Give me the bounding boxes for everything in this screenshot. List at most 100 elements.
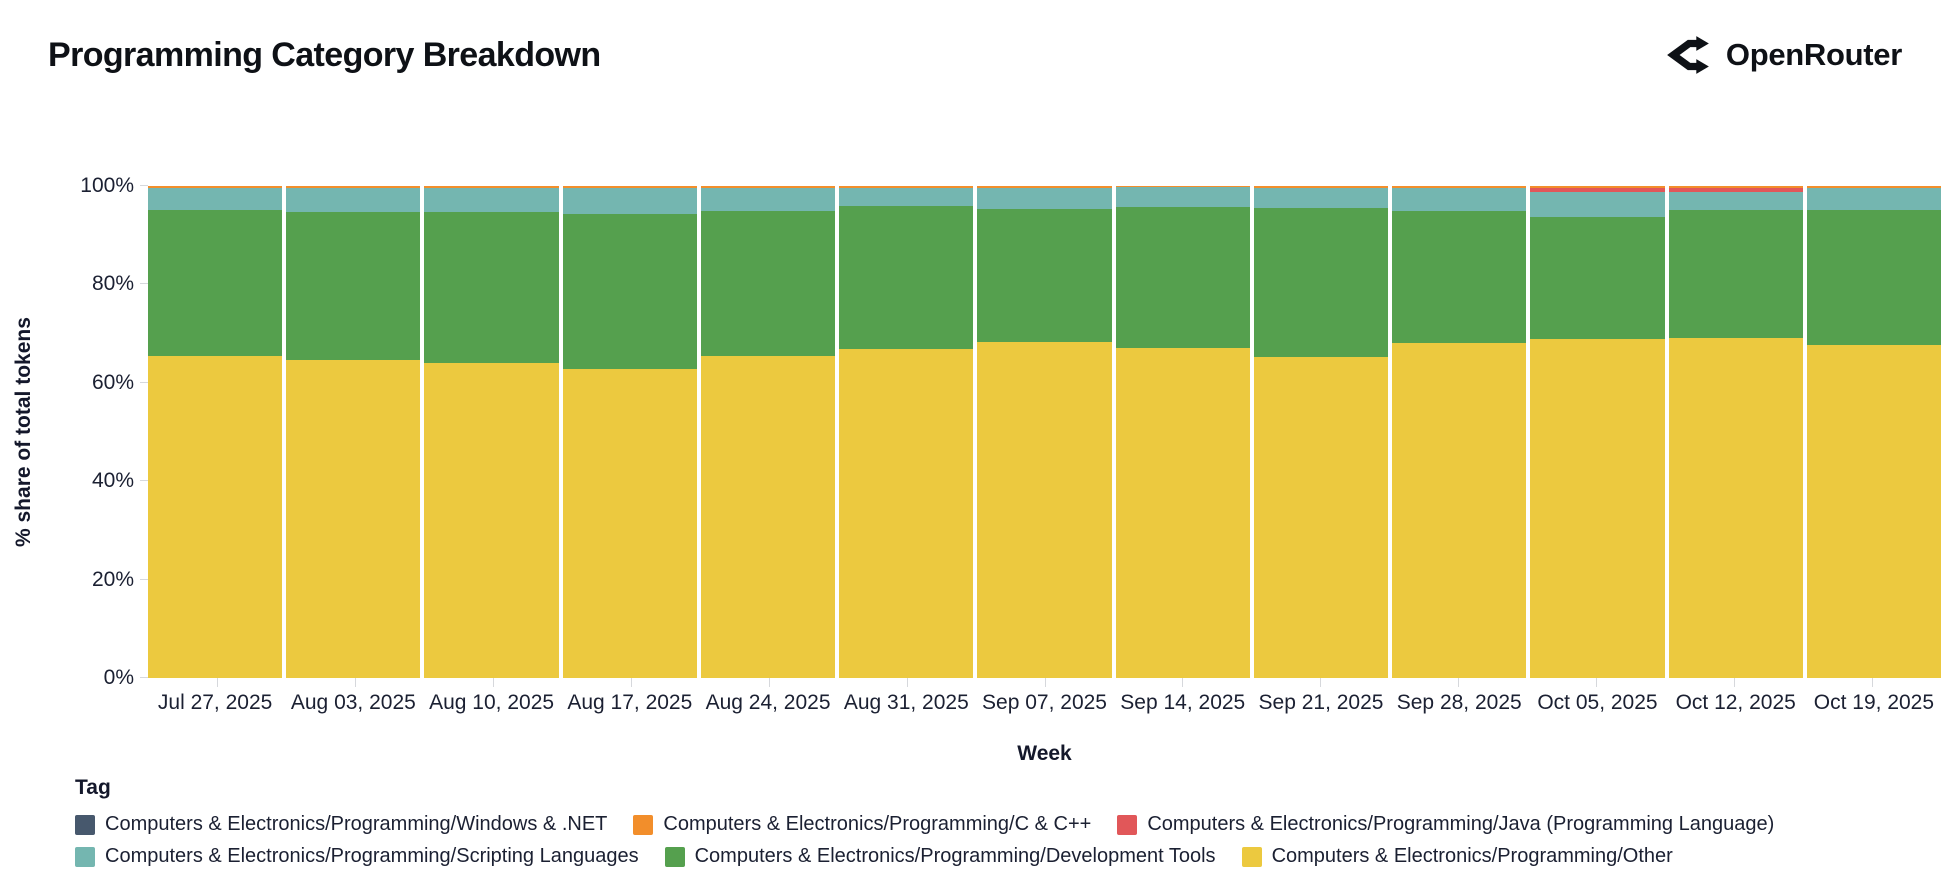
bar-segment-dev_tools[interactable] — [1530, 216, 1665, 340]
x-tick-mark — [354, 678, 356, 687]
bar-sep-14-2025[interactable] — [1115, 186, 1250, 678]
bar-segment-scripting[interactable] — [977, 187, 1112, 210]
x-tick-label-sep-14-2025: Sep 14, 2025 — [1120, 691, 1246, 714]
bar-segment-dev_tools[interactable] — [1253, 208, 1389, 358]
bar-segment-dev_tools[interactable] — [286, 211, 421, 361]
bar-segment-java[interactable] — [1530, 187, 1665, 193]
bar-segment-dev_tools[interactable] — [1668, 210, 1803, 338]
y-tick-label: 60% — [91, 370, 134, 394]
bar-segment-scripting[interactable] — [1806, 187, 1942, 210]
legend-rows: Computers & Electronics/Programming/Wind… — [75, 813, 1774, 868]
legend-title: Tag — [75, 776, 111, 799]
bar-segment-dev_tools[interactable] — [424, 212, 559, 364]
bar-jul-27-2025[interactable] — [148, 186, 283, 678]
legend-label-windows_net: Computers & Electronics/Programming/Wind… — [105, 813, 608, 835]
bar-segment-c_cpp[interactable] — [1530, 186, 1665, 188]
bar-aug-24-2025[interactable] — [700, 186, 836, 678]
bar-segment-other[interactable] — [977, 342, 1112, 678]
x-tick-label-sep-28-2025: Sep 28, 2025 — [1396, 691, 1522, 714]
bar-segment-other[interactable] — [700, 355, 836, 678]
bar-segment-scripting[interactable] — [1392, 188, 1527, 211]
x-tick-mark — [906, 678, 908, 687]
bar-segment-dev_tools[interactable] — [562, 214, 697, 370]
bar-sep-28-2025[interactable] — [1392, 186, 1527, 678]
bar-segment-c_cpp[interactable] — [1806, 186, 1942, 188]
bar-segment-scripting[interactable] — [1530, 192, 1665, 217]
x-tick-label-sep-21-2025: Sep 21, 2025 — [1258, 691, 1384, 714]
bar-segment-dev_tools[interactable] — [1392, 210, 1527, 344]
bar-segment-c_cpp[interactable] — [1392, 186, 1527, 188]
bar-aug-10-2025[interactable] — [424, 186, 559, 678]
bar-segment-dev_tools[interactable] — [1115, 207, 1250, 349]
bar-segment-dev_tools[interactable] — [1806, 209, 1942, 345]
bar-segment-other[interactable] — [286, 360, 421, 678]
legend-swatch-c_cpp — [633, 814, 654, 835]
bar-segment-c_cpp[interactable] — [424, 186, 559, 188]
bar-segment-other[interactable] — [1115, 348, 1250, 678]
bar-segment-c_cpp[interactable] — [286, 186, 421, 188]
bar-segment-scripting[interactable] — [1668, 192, 1803, 211]
y-tick-mark — [140, 578, 148, 580]
bar-oct-05-2025[interactable] — [1530, 186, 1665, 678]
legend-item-windows_net[interactable]: Computers & Electronics/Programming/Wind… — [75, 813, 607, 836]
bar-segment-java[interactable] — [1668, 187, 1803, 193]
openrouter-brand: OpenRouter — [1666, 34, 1902, 76]
x-axis-title: Week — [1017, 742, 1072, 765]
bar-segment-c_cpp[interactable] — [839, 186, 974, 188]
y-tick-label: 40% — [91, 469, 134, 493]
bar-segment-c_cpp[interactable] — [1668, 186, 1803, 188]
bar-segment-scripting[interactable] — [424, 188, 559, 213]
legend-swatch-other — [1241, 846, 1262, 867]
bar-sep-21-2025[interactable] — [1253, 186, 1389, 678]
bar-segment-dev_tools[interactable] — [700, 210, 836, 356]
bar-segment-c_cpp[interactable] — [148, 186, 283, 188]
bar-segment-c_cpp[interactable] — [977, 186, 1112, 188]
bar-sep-07-2025[interactable] — [977, 186, 1112, 678]
x-tick-label-oct-19-2025: Oct 19, 2025 — [1813, 691, 1935, 714]
bar-segment-scripting[interactable] — [562, 188, 697, 215]
bar-aug-03-2025[interactable] — [286, 186, 421, 678]
bar-segment-c_cpp[interactable] — [1253, 186, 1389, 188]
x-tick-mark — [1182, 678, 1184, 687]
legend-item-scripting[interactable]: Computers & Electronics/Programming/Scri… — [75, 845, 639, 868]
x-tick-mark — [768, 678, 770, 687]
bar-segment-scripting[interactable] — [1115, 187, 1250, 208]
bar-segment-other[interactable] — [424, 363, 559, 678]
bar-segment-c_cpp[interactable] — [700, 186, 836, 188]
bar-segment-other[interactable] — [1530, 339, 1665, 678]
bar-segment-other[interactable] — [562, 369, 697, 678]
bar-segment-dev_tools[interactable] — [148, 210, 283, 356]
openrouter-fork-icon — [1667, 36, 1709, 74]
bar-segment-dev_tools[interactable] — [839, 206, 974, 350]
bar-segment-c_cpp[interactable] — [562, 186, 697, 188]
bar-segment-c_cpp[interactable] — [1115, 186, 1250, 187]
bar-oct-19-2025[interactable] — [1806, 186, 1942, 678]
bar-segment-scripting[interactable] — [700, 187, 836, 211]
bar-aug-17-2025[interactable] — [562, 186, 697, 678]
bar-segment-other[interactable] — [839, 349, 974, 678]
legend-item-other[interactable]: Computers & Electronics/Programming/Othe… — [1241, 845, 1673, 868]
y-tick-mark — [140, 283, 148, 285]
bar-oct-12-2025[interactable] — [1668, 186, 1803, 678]
bar-segment-other[interactable] — [1668, 337, 1803, 678]
legend-item-c_cpp[interactable]: Computers & Electronics/Programming/C & … — [633, 813, 1091, 836]
bar-segment-other[interactable] — [1392, 343, 1527, 678]
bar-segment-scripting[interactable] — [286, 187, 421, 212]
bar-aug-31-2025[interactable] — [839, 186, 974, 678]
bar-segment-other[interactable] — [1253, 357, 1389, 678]
legend-item-dev_tools[interactable]: Computers & Electronics/Programming/Deve… — [664, 845, 1216, 868]
y-tick-label: 20% — [91, 567, 134, 591]
legend-item-java[interactable]: Computers & Electronics/Programming/Java… — [1117, 813, 1774, 836]
legend: Tag Computers & Electronics/Programming/… — [75, 776, 1774, 877]
x-tick-mark — [1596, 678, 1598, 687]
x-tick-label-aug-17-2025: Aug 17, 2025 — [567, 691, 693, 714]
bar-segment-other[interactable] — [148, 355, 283, 678]
x-axis: Jul 27, 2025 Aug 03, 2025 Aug 10, 2025 Aug … — [148, 678, 1941, 715]
bar-segment-other[interactable] — [1806, 344, 1942, 678]
legend-label-other: Computers & Electronics/Programming/Othe… — [1271, 845, 1673, 867]
x-tick-mark — [1320, 678, 1322, 687]
bar-segment-scripting[interactable] — [839, 187, 974, 207]
bar-segment-dev_tools[interactable] — [977, 209, 1112, 343]
bar-segment-scripting[interactable] — [1253, 187, 1389, 209]
bar-segment-scripting[interactable] — [148, 187, 283, 211]
